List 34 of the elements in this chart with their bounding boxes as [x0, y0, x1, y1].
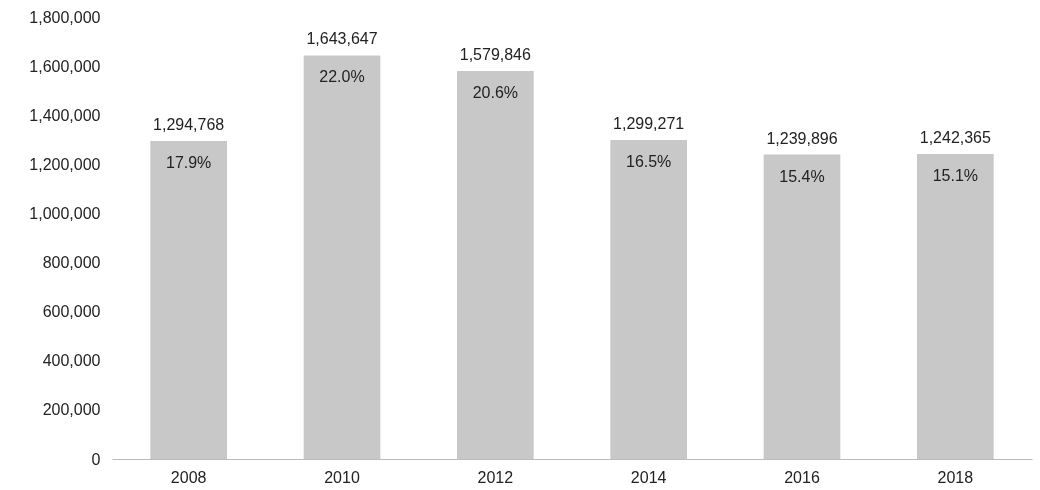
- data-label: 1,299,271: [613, 114, 685, 132]
- x-tick-label: 2018: [937, 468, 974, 486]
- bar: [917, 153, 994, 459]
- y-tick-label: 1,800,000: [29, 8, 101, 26]
- annotation: 15.4%: [779, 167, 825, 185]
- data-label: 1,579,846: [459, 46, 532, 64]
- x-tick-label: 2014: [630, 468, 667, 486]
- y-tick-label: 1,000,000: [29, 204, 101, 222]
- y-tick-label: 400,000: [42, 352, 101, 370]
- bar: [610, 139, 687, 459]
- data-label: 1,242,365: [919, 128, 992, 146]
- y-tick-label: 800,000: [42, 254, 101, 272]
- annotation: 22.0%: [319, 68, 365, 86]
- annotation: 20.6%: [472, 84, 519, 102]
- bar: [150, 141, 227, 459]
- y-tick-label: 200,000: [42, 401, 101, 419]
- y-tick-label: 600,000: [42, 303, 101, 321]
- y-tick-label: 0: [91, 450, 101, 468]
- annotation: 17.9%: [165, 154, 212, 172]
- x-tick-label: 2008: [170, 468, 207, 486]
- x-tick-label: 2012: [477, 468, 514, 486]
- annotation: 15.1%: [932, 166, 979, 184]
- bar: [763, 154, 841, 459]
- bar: [303, 55, 381, 459]
- y-tick-label: 1,600,000: [29, 57, 101, 75]
- data-label: 1,643,647: [306, 30, 378, 48]
- annotation: 16.5%: [625, 152, 672, 170]
- data-label: 1,294,768: [153, 116, 225, 134]
- y-tick-label: 1,400,000: [29, 106, 101, 124]
- data-label: 1,239,896: [766, 129, 838, 147]
- bar: [457, 71, 534, 459]
- y-tick-label: 1,200,000: [29, 155, 101, 173]
- x-tick-label: 2010: [324, 468, 360, 486]
- x-tick-label: 2016: [784, 468, 820, 486]
